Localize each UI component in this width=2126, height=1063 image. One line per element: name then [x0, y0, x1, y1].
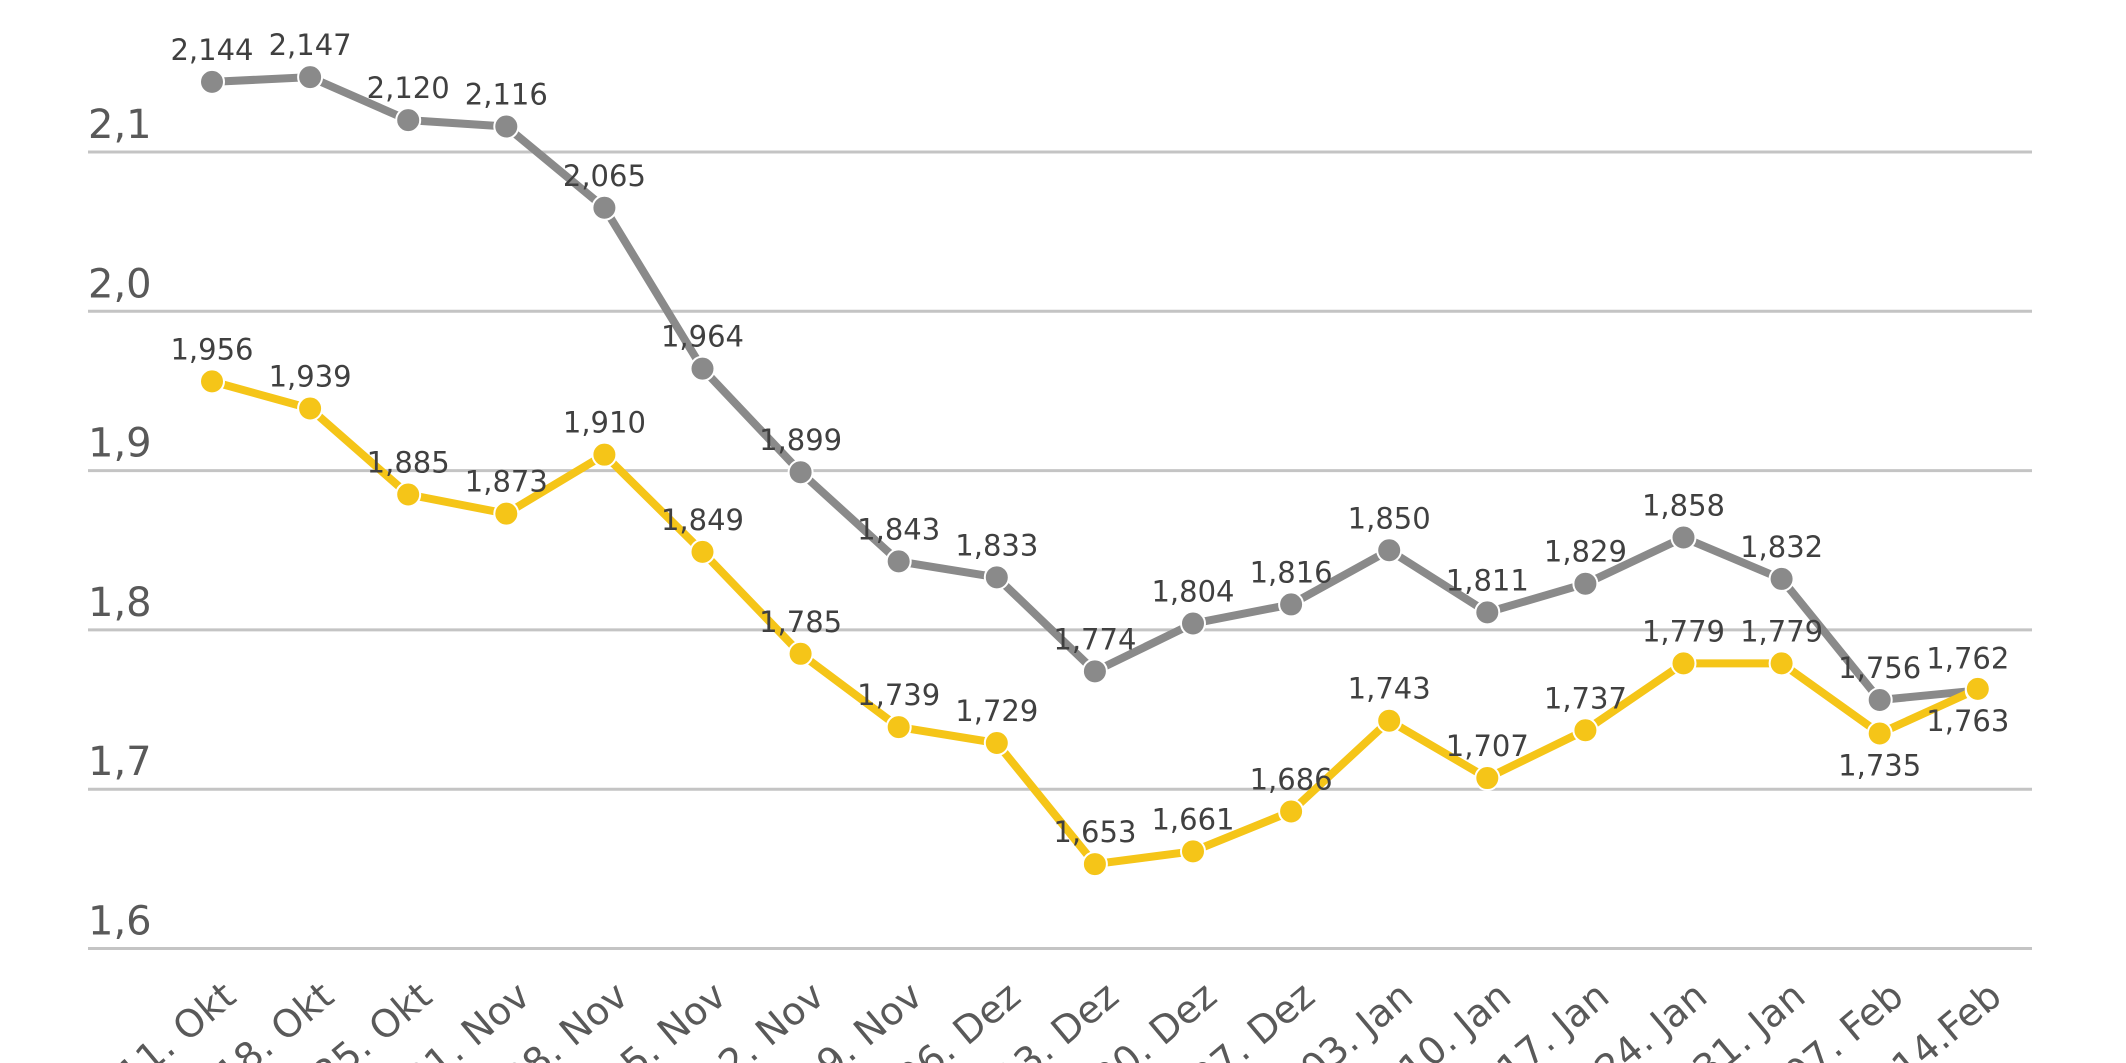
- gray-series-data-label: 1,858: [1642, 489, 1725, 523]
- yellow-series-data-label: 1,729: [955, 694, 1038, 728]
- gray-series-data-label: 1,756: [1838, 651, 1921, 685]
- yellow-series-point: [1768, 650, 1795, 677]
- yellow-series-point: [395, 481, 422, 508]
- y-tick-label: 1,6: [88, 899, 152, 945]
- gray-series-point: [983, 564, 1010, 591]
- gray-series-point: [787, 459, 814, 486]
- yellow-series-data-label: 1,956: [170, 332, 253, 366]
- yellow-series-data-label: 1,743: [1348, 672, 1431, 706]
- gray-series-data-label: 1,762: [1926, 641, 2009, 675]
- gray-series-data-label: 1,804: [1151, 575, 1234, 609]
- yellow-series-point: [1866, 720, 1893, 747]
- yellow-series-data-label: 1,910: [563, 406, 646, 440]
- yellow-series-point: [1376, 707, 1403, 734]
- gray-series-data-label: 1,811: [1446, 563, 1529, 597]
- yellow-series-point: [1670, 650, 1697, 677]
- yellow-series-data-label: 1,885: [367, 445, 450, 479]
- yellow-series-data-label: 1,739: [857, 678, 940, 712]
- gray-series-point: [689, 355, 716, 382]
- yellow-series-point: [493, 500, 520, 527]
- gray-series-point: [1768, 565, 1795, 592]
- yellow-series-point: [689, 538, 716, 565]
- gray-series-point: [1572, 570, 1599, 597]
- gray-series-point: [199, 68, 225, 95]
- yellow-series-data-label: 1,686: [1250, 763, 1333, 797]
- y-tick-label: 1,7: [88, 739, 152, 785]
- gray-series-data-label: 1,833: [955, 528, 1038, 562]
- gray-series-data-label: 2,065: [563, 159, 646, 193]
- yellow-series-point: [885, 714, 912, 741]
- gray-series-data-label: 1,899: [759, 423, 842, 457]
- yellow-series-point: [199, 368, 225, 395]
- yellow-series-data-label: 1,939: [269, 359, 352, 393]
- data-label-layer: 2,144 2,147 2,120 2,116 2,065 1,964 1,899 1,843…: [170, 28, 2009, 849]
- series-layer: [199, 64, 1991, 878]
- gray-series-point: [297, 64, 324, 91]
- gray-series-point: [1376, 537, 1403, 564]
- gray-series-data-label: 2,116: [465, 78, 548, 112]
- yellow-series-point: [591, 441, 618, 468]
- gray-series-point: [395, 107, 422, 134]
- gray-series-data-label: 2,120: [367, 71, 450, 105]
- gray-series-point: [1081, 658, 1108, 685]
- gray-series-data-label: 2,147: [269, 28, 352, 62]
- yellow-series-data-label: 1,661: [1151, 802, 1234, 836]
- yellow-series-point: [1572, 717, 1599, 744]
- yellow-series-data-label: 1,785: [759, 605, 842, 639]
- yellow-series-point: [787, 640, 814, 667]
- yellow-series-point: [983, 730, 1010, 757]
- gray-series-data-label: 1,816: [1250, 555, 1333, 589]
- yellow-series-point: [1180, 838, 1206, 865]
- gray-series-data-label: 1,964: [661, 320, 744, 354]
- gray-series-data-label: 1,829: [1544, 535, 1627, 569]
- gray-series-data-label: 1,832: [1740, 530, 1823, 564]
- gray-series-point: [1474, 599, 1501, 626]
- gray-series-point: [1670, 524, 1697, 551]
- yellow-series-data-label: 1,735: [1838, 748, 1921, 782]
- y-tick-label: 2,0: [88, 261, 152, 307]
- yellow-series-point: [297, 395, 324, 422]
- gray-series-point: [1866, 686, 1893, 713]
- yellow-series-data-label: 1,779: [1642, 614, 1725, 648]
- y-axis: 1,6 1,7 1,8 1,9 2,0 2,1: [88, 102, 152, 945]
- grid-layer: [88, 150, 2032, 950]
- yellow-series-point: [1964, 675, 1991, 702]
- yellow-series-data-label: 1,779: [1740, 614, 1823, 648]
- yellow-series-data-label: 1,849: [661, 503, 744, 537]
- gray-series-point: [591, 194, 618, 221]
- y-tick-label: 1,8: [88, 580, 152, 626]
- yellow-series-data-label: 1,873: [465, 465, 548, 499]
- gray-series-point: [885, 548, 912, 575]
- gray-series-data-label: 1,774: [1053, 622, 1136, 656]
- yellow-series-data-label: 1,653: [1053, 815, 1136, 849]
- gray-series-line: [208, 73, 1982, 704]
- gray-series-data-label: 2,144: [170, 33, 253, 67]
- yellow-series-data-label: 1,763: [1926, 704, 2009, 738]
- yellow-series-point: [1474, 765, 1501, 792]
- gray-series-data-label: 1,843: [857, 512, 940, 546]
- yellow-series-point: [1081, 851, 1108, 878]
- gray-series-point: [493, 113, 520, 140]
- gray-series-point: [1180, 610, 1206, 637]
- x-tick-label: 14.Feb: [1883, 973, 2009, 1063]
- yellow-series-data-label: 1,737: [1544, 681, 1627, 715]
- yellow-series-data-label: 1,707: [1446, 729, 1529, 763]
- gray-series-point: [1278, 591, 1305, 618]
- yellow-series-point: [1278, 798, 1305, 825]
- gray-series-data-label: 1,850: [1348, 501, 1431, 535]
- y-tick-label: 1,9: [88, 421, 152, 467]
- y-tick-label: 2,1: [88, 102, 152, 148]
